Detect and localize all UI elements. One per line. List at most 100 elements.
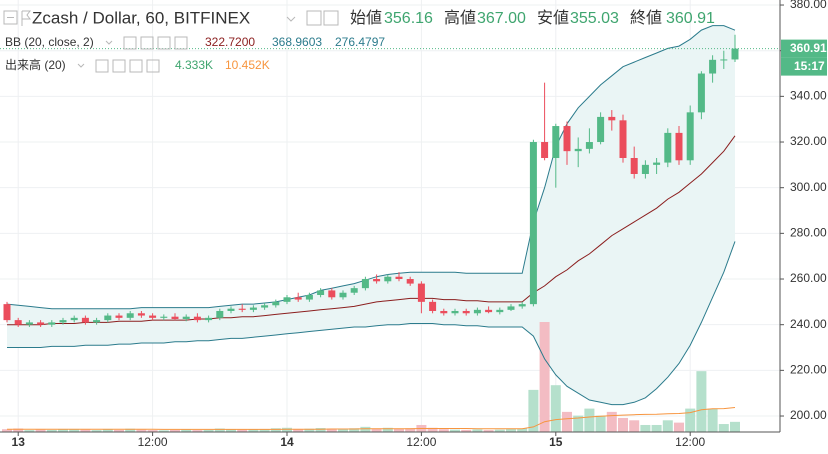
close-icon[interactable]: [146, 59, 160, 73]
eye-icon[interactable]: [306, 10, 322, 26]
settings-icon[interactable]: [112, 59, 126, 73]
candle-body: [182, 316, 190, 319]
ohlc-label: 高値: [444, 9, 476, 27]
add-icon[interactable]: [157, 36, 171, 50]
candle-body: [697, 73, 705, 113]
flag-icon[interactable]: [21, 10, 31, 26]
candle-body: [406, 279, 414, 284]
candle-body: [518, 304, 526, 307]
candle-body: [216, 310, 224, 318]
volume-bar: [427, 427, 438, 432]
eye-icon[interactable]: [95, 59, 109, 73]
candle-body: [171, 316, 179, 319]
volume-bar: [192, 430, 203, 432]
volume-bar: [494, 429, 505, 432]
bb-lower-value: 276.4797: [335, 35, 385, 49]
candle-body: [59, 320, 67, 323]
candle-body: [585, 142, 593, 149]
y-tick-label: 320.00: [790, 134, 827, 148]
dropdown-arrow[interactable]: [77, 63, 85, 68]
last-price-box: [781, 39, 827, 58]
volume-bar: [394, 428, 404, 432]
volume-bar: [438, 429, 449, 432]
volume-bar: [58, 429, 68, 432]
candle-body: [541, 142, 549, 159]
volume-bar: [315, 428, 326, 432]
volume-bar: [248, 429, 259, 432]
volume-bar: [539, 322, 550, 432]
candle-body: [350, 288, 358, 293]
volume-bar: [80, 429, 91, 432]
volume-bar: [562, 411, 572, 432]
collapse-icon[interactable]: [3, 10, 18, 25]
volume-bar: [685, 408, 696, 432]
candle-body: [552, 126, 560, 159]
candle-body: [597, 116, 605, 143]
ohlc-value: 360.91: [666, 10, 715, 27]
dropdown-arrow[interactable]: [286, 16, 296, 22]
candle-body: [574, 148, 582, 152]
volume-bar: [707, 408, 718, 432]
candle-body: [126, 313, 134, 318]
volume-bar: [573, 415, 584, 432]
dropdown-arrow[interactable]: [105, 40, 113, 45]
candle-body: [317, 290, 325, 296]
volume-bar: [450, 429, 460, 432]
candle-body: [104, 315, 112, 321]
volume-bar: [226, 429, 236, 432]
candle-body: [283, 297, 291, 302]
eye-icon[interactable]: [123, 36, 137, 50]
x-tick-label: 15: [549, 435, 563, 449]
volume-bar: [640, 424, 651, 432]
candle-body: [686, 112, 694, 161]
ohlc-value: 367.00: [477, 10, 526, 27]
candle-body: [395, 276, 403, 280]
volume-bar: [595, 415, 606, 432]
volume-bar: [550, 385, 561, 432]
volume-bar: [662, 420, 673, 432]
candle-body: [529, 142, 537, 305]
volume-bar: [214, 428, 225, 432]
candle-body: [462, 310, 470, 314]
volume-bar: [24, 430, 35, 432]
x-tick-label: 12:00: [406, 435, 436, 449]
candle-body: [563, 126, 571, 152]
symbol: Zcash / Dollar, 60, BITFINEX: [32, 8, 250, 27]
candle-body: [485, 309, 493, 313]
candle-body: [3, 304, 11, 321]
ohlc-label: 始値: [350, 9, 382, 27]
last-price-label: 360.91: [790, 41, 827, 55]
candle-body: [675, 132, 683, 161]
bb-upper-value: 368.9603: [272, 35, 322, 49]
settings-icon[interactable]: [323, 10, 339, 26]
volume-bar: [506, 428, 516, 432]
volume-bar: [2, 429, 12, 432]
candle-body: [361, 279, 369, 289]
x-tick-label: 12:00: [138, 435, 168, 449]
volume-bar: [517, 428, 528, 432]
close-icon[interactable]: [174, 36, 188, 50]
volume-bar: [730, 421, 740, 432]
volume-bar: [270, 428, 281, 432]
settings-icon[interactable]: [140, 36, 154, 50]
candle-body: [261, 305, 269, 308]
y-tick-label: 280.00: [790, 226, 827, 240]
volume-bar: [618, 417, 628, 432]
candle-body: [137, 313, 145, 316]
bb-upper-line: [6, 25, 736, 310]
candle-body: [429, 301, 437, 311]
volume-bar: [584, 408, 595, 432]
candle-body: [160, 316, 168, 318]
candle-body: [641, 164, 649, 174]
bb-middle-line: [7, 135, 736, 326]
volume-bar: [237, 429, 248, 432]
volume-bar: [371, 428, 382, 432]
countdown-label: 15:17: [794, 59, 825, 73]
candle-body: [115, 315, 123, 318]
candle-body: [619, 120, 627, 159]
volume-bar: [629, 420, 640, 432]
volume-bar: [338, 428, 348, 432]
add-icon[interactable]: [129, 59, 143, 73]
candle-body: [608, 116, 616, 121]
